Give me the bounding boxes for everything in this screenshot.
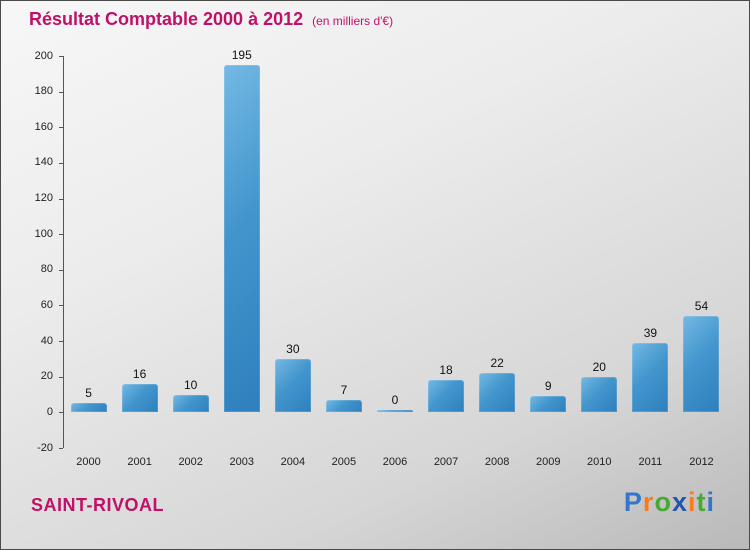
y-axis-label: 20 bbox=[40, 370, 53, 383]
proxiti-logo: Proxiti bbox=[624, 487, 715, 518]
bar-value-label: 18 bbox=[439, 363, 453, 378]
y-axis-label: 140 bbox=[34, 156, 53, 169]
x-axis-label: 2000 bbox=[76, 456, 101, 468]
y-axis-label: -20 bbox=[37, 441, 53, 454]
bar bbox=[479, 373, 516, 413]
bar bbox=[325, 399, 362, 413]
x-axis-label: 2011 bbox=[638, 456, 663, 468]
y-tick-mark bbox=[59, 341, 63, 343]
y-tick-mark bbox=[59, 412, 63, 414]
y-axis-label: 40 bbox=[40, 334, 53, 347]
bar-value-label: 30 bbox=[286, 341, 300, 356]
bar-value-label: 20 bbox=[592, 359, 606, 374]
bar bbox=[530, 396, 567, 413]
logo-letter: i bbox=[706, 487, 715, 517]
chart-title: Résultat Comptable 2000 à 2012 bbox=[29, 9, 304, 29]
bar-value-label: 39 bbox=[643, 325, 658, 340]
x-axis-label: 2001 bbox=[127, 456, 152, 468]
logo-letter: o bbox=[654, 487, 672, 517]
chart-header: Résultat Comptable 2000 à 2012 (en millie… bbox=[29, 9, 393, 30]
x-axis-label: 2005 bbox=[331, 456, 357, 468]
x-axis-label: 2007 bbox=[433, 456, 459, 468]
x-axis-label: 2004 bbox=[280, 456, 306, 468]
bar-value-label: 7 bbox=[340, 382, 348, 397]
bar bbox=[223, 64, 260, 413]
bar-value-label: 0 bbox=[391, 393, 399, 408]
y-tick-mark bbox=[59, 56, 63, 57]
x-axis-label: 2008 bbox=[484, 456, 510, 468]
y-tick-mark bbox=[59, 376, 63, 378]
bar-value-label: 22 bbox=[490, 356, 504, 371]
y-tick-mark bbox=[59, 448, 63, 449]
bar bbox=[428, 380, 465, 413]
chart-subtitle: (en milliers d'€) bbox=[312, 14, 394, 28]
bar bbox=[632, 342, 669, 413]
bar bbox=[683, 316, 720, 413]
x-axis-label: 2002 bbox=[178, 456, 203, 468]
bar bbox=[377, 410, 413, 413]
entity-name: SAINT-RIVOAL bbox=[31, 495, 165, 515]
y-axis-label: 0 bbox=[46, 405, 53, 418]
x-axis-label: 2003 bbox=[229, 456, 254, 468]
y-tick-mark bbox=[59, 234, 63, 236]
y-tick-mark bbox=[59, 305, 63, 307]
bar bbox=[70, 403, 107, 413]
y-tick-mark bbox=[59, 162, 63, 164]
y-tick-mark bbox=[59, 127, 63, 129]
logo-letter: i bbox=[687, 487, 697, 517]
y-axis-label: 200 bbox=[34, 49, 53, 62]
bar-value-label: 54 bbox=[694, 299, 709, 314]
x-axis-label: 2010 bbox=[587, 456, 612, 468]
bar bbox=[121, 383, 158, 413]
y-axis-line bbox=[63, 56, 64, 448]
y-axis-label: 80 bbox=[40, 263, 53, 276]
bar-value-label: 5 bbox=[85, 386, 92, 401]
bar bbox=[274, 358, 311, 413]
y-tick-mark bbox=[59, 269, 63, 271]
logo-letter: t bbox=[696, 487, 707, 517]
logo-letter: r bbox=[642, 487, 655, 517]
x-axis-label: 2006 bbox=[382, 456, 408, 468]
bar-value-label: 195 bbox=[231, 47, 252, 62]
x-axis-label: 2012 bbox=[689, 456, 714, 468]
x-axis-label: 2009 bbox=[535, 456, 561, 468]
bar bbox=[172, 394, 209, 413]
y-axis-label: 180 bbox=[34, 85, 53, 98]
y-axis-label: 160 bbox=[34, 120, 53, 133]
logo-letter: P bbox=[623, 487, 643, 517]
y-tick-mark bbox=[59, 198, 63, 200]
bar-value-label: 10 bbox=[184, 377, 198, 392]
y-axis-label: 120 bbox=[34, 192, 53, 205]
bar-value-label: 16 bbox=[132, 366, 147, 381]
bar-value-label: 9 bbox=[544, 379, 552, 394]
logo-letter: x bbox=[671, 487, 688, 517]
y-tick-mark bbox=[59, 91, 63, 93]
bar bbox=[581, 376, 618, 413]
y-axis-label: 100 bbox=[34, 227, 53, 240]
y-axis-label: 60 bbox=[40, 298, 53, 311]
